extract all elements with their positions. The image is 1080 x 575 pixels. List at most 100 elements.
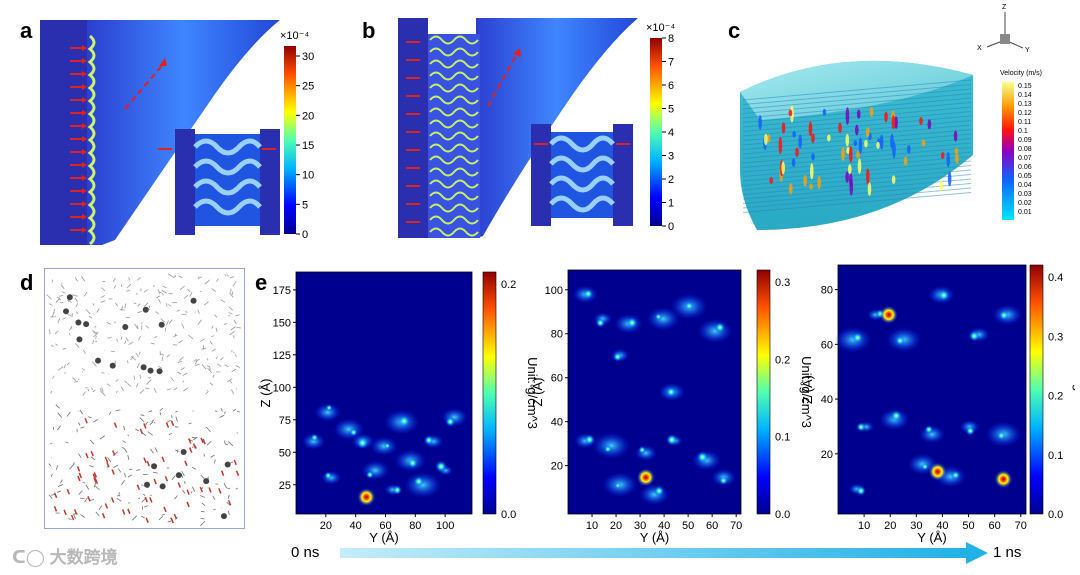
velocity-hotspot (845, 171, 849, 183)
molecule-bond (128, 289, 130, 292)
inlet-arrow-head (82, 110, 87, 116)
molecule-bond (78, 490, 83, 495)
x-tick: 30 (634, 520, 646, 532)
molecule-bond (212, 495, 216, 500)
molecule-bond (107, 457, 112, 463)
velocity-hotspot (884, 111, 888, 123)
molecule-bond (48, 494, 53, 499)
molecule-bond (52, 375, 55, 379)
molecule-bond (217, 363, 222, 367)
cluster-atom (158, 321, 165, 328)
molecule-bond (157, 365, 163, 369)
molecule-bond (178, 356, 184, 362)
velocity-hotspot (867, 182, 872, 197)
cluster-atom (224, 461, 231, 468)
molecule-bond (203, 301, 209, 306)
water-molecule (110, 497, 115, 503)
molecule-bond (177, 371, 182, 375)
molecule-bond (66, 362, 70, 366)
x-tick: 50 (962, 520, 974, 532)
water-molecule (111, 469, 115, 475)
molecule-bond (215, 356, 218, 360)
inlet-arrow-head (82, 175, 87, 181)
molecule-bond (144, 505, 149, 508)
velocity-legend-value: 0.09 (1018, 137, 1032, 144)
streamline (742, 178, 972, 200)
velocity-hotspot (919, 116, 923, 125)
molecule-bond (215, 327, 218, 332)
molecule-bond (54, 315, 56, 318)
molecule-bond (123, 447, 128, 453)
molecule-bond (127, 454, 130, 460)
molecule-bond (127, 434, 130, 437)
y-tick: 20 (551, 461, 563, 473)
molecule-bond (100, 287, 106, 292)
molecule-bond (110, 350, 115, 353)
x-tick: 20 (320, 520, 332, 532)
water-molecule (78, 472, 83, 479)
density-spot (856, 485, 866, 496)
molecule-bond (143, 289, 149, 293)
molecule-bond (120, 336, 123, 340)
molecule-bond (201, 502, 206, 506)
molecule-bond (236, 326, 241, 329)
water-molecule (143, 423, 147, 429)
density-spot (890, 410, 902, 422)
molecule-bond (200, 517, 205, 520)
density-spot (666, 434, 678, 446)
molecule-bond (72, 377, 76, 381)
x-tick: 40 (658, 520, 670, 532)
velocity-hotspot (841, 146, 845, 162)
velocity-hotspot (903, 156, 908, 166)
molecule-bond (185, 310, 188, 314)
molecule-bond (113, 464, 119, 468)
water-molecule (188, 447, 193, 453)
molecule-bond (209, 382, 214, 386)
streamline (742, 79, 972, 101)
molecule-bond (75, 302, 79, 308)
inlet-arrow-head (82, 201, 87, 207)
membrane-wave (429, 71, 479, 81)
water-molecule (63, 509, 67, 516)
colorbar-label: Unit: g/cm^3 (1072, 354, 1075, 426)
velocity-legend-value: 0.04 (1018, 182, 1032, 189)
molecule-bond (220, 356, 224, 361)
velocity-hotspot (847, 164, 852, 175)
cluster-atom (63, 308, 70, 315)
water-molecule (170, 517, 174, 524)
molecule-bond (126, 283, 132, 289)
molecule-bond (214, 410, 218, 412)
colorbar-tick: 6 (668, 80, 674, 92)
velocity-legend-title: Velocity (m/s) (1000, 70, 1042, 77)
water-molecule (70, 514, 75, 521)
molecule-bond (227, 494, 230, 500)
cluster-atom (83, 321, 90, 328)
velocity-hotspot (788, 109, 793, 117)
density-colorbar (1029, 264, 1044, 515)
molecule-bond (115, 390, 118, 394)
molecule-bond (161, 356, 164, 362)
velocity-hotspot (955, 153, 959, 164)
water-molecule (200, 437, 204, 444)
molecule-bond (171, 475, 176, 481)
molecule-bond (187, 288, 191, 293)
molecule-bond (72, 294, 77, 297)
molecule-bond (167, 520, 172, 523)
colorbar-a-exponent: ×10⁻⁴ (280, 30, 309, 42)
molecule-bond (59, 479, 63, 484)
molecule-bond (166, 303, 168, 307)
water-molecule (106, 461, 110, 468)
velocity-hotspot (855, 124, 859, 136)
velocity-legend-value: 0.1 (1018, 128, 1028, 135)
molecule-bond (57, 318, 60, 324)
x-tick: 30 (910, 520, 922, 532)
molecule-bond (113, 285, 117, 289)
colorbar-tick: 25 (302, 81, 314, 93)
molecule-bond (174, 426, 179, 428)
molecule-bond (161, 292, 165, 296)
molecule-bond (220, 299, 226, 303)
density-spot (951, 470, 961, 480)
velocity-legend-value: 0.13 (1018, 101, 1032, 108)
density-peak (994, 470, 1013, 489)
molecule-bond (56, 490, 61, 493)
